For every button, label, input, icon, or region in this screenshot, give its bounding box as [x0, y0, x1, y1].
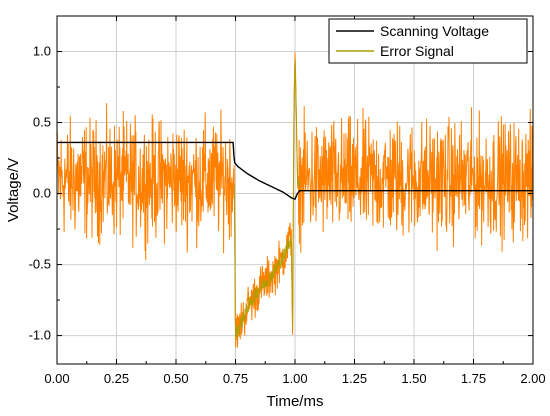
- x-tick-label: 1.25: [342, 371, 367, 386]
- series-error-signal-overlay: [233, 60, 301, 341]
- y-axis-label: Voltage/V: [5, 158, 22, 222]
- x-tick-label: 1.50: [401, 371, 426, 386]
- legend-box: [328, 18, 528, 64]
- x-tick-label: 0.50: [163, 371, 188, 386]
- series-error-signal-line: [56, 52, 534, 348]
- y-tick-label: -1.0: [29, 328, 51, 343]
- legend-label-scanning-voltage: Scanning Voltage: [380, 23, 489, 39]
- y-tick-label: 0.0: [33, 186, 51, 201]
- y-tick-label: 0.5: [33, 115, 51, 130]
- x-tick-label: 0.75: [223, 371, 248, 386]
- ticks: 0.00 0.25 0.50 0.75 1.00 1.25 1.50 1.75 2.00 -1.0…: [29, 16, 546, 386]
- x-axis-label: Time/ms: [267, 393, 324, 410]
- x-tick-label: 0.25: [104, 371, 129, 386]
- y-tick-label: -0.5: [29, 257, 51, 272]
- x-tick-label: 1.00: [282, 371, 307, 386]
- x-tick-label: 0.00: [44, 371, 69, 386]
- x-tick-label: 1.75: [461, 371, 486, 386]
- legend: Scanning Voltage Error Signal: [328, 18, 528, 64]
- series-layer: [56, 52, 534, 348]
- legend-label-error-signal: Error Signal: [380, 43, 454, 59]
- x-tick-label: 2.00: [520, 371, 545, 386]
- y-tick-label: 1.0: [33, 44, 51, 59]
- series-scanning-voltage-line: [57, 141, 533, 201]
